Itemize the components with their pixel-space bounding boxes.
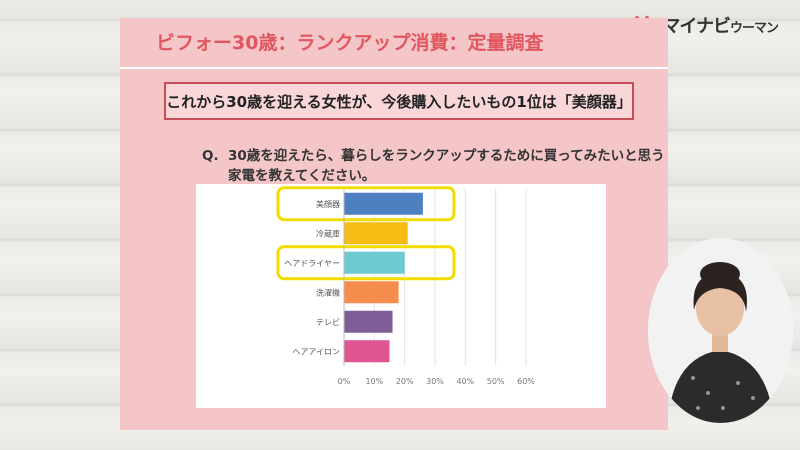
- category-label: 洗濯機: [316, 287, 340, 297]
- brand-name-main: マイナビ: [662, 16, 731, 37]
- bar: [344, 251, 405, 274]
- presenter-video: [648, 238, 793, 423]
- x-tick-label: 10%: [365, 377, 383, 386]
- bar-chart: 0% 10% 20% 30% 40% 50% 60% 美顔器冷蔵庫ヘアドライヤー洗濯機テレビヘ…: [276, 186, 535, 386]
- x-tick-label: 50%: [487, 377, 505, 386]
- question-line-1: 30歳を迎えたら、暮らしをランクアップするために買ってみたいと思う: [228, 148, 665, 164]
- x-tick-label: 40%: [456, 377, 474, 386]
- headline-text: これから30歳を迎える女性が、今後購入したいもの1位は「美顔器」: [166, 92, 632, 111]
- highlight-box: [276, 186, 456, 222]
- presentation-slide: ビフォー30歳：ランクアップ消費：定量調査 これから30歳を迎える女性が、今後購…: [120, 18, 668, 430]
- x-tick-label: 60%: [517, 377, 535, 386]
- category-label: 美顔器: [316, 199, 340, 209]
- category-label: テレビ: [316, 318, 340, 327]
- bar: [344, 281, 399, 304]
- survey-question: Q. 30歳を迎えたら、暮らしをランクアップするために買ってみたいと思う 家電を教…: [202, 146, 665, 186]
- bar: [344, 310, 393, 333]
- category-label: ヘアドライヤー: [284, 259, 340, 268]
- x-tick-label: 20%: [396, 377, 414, 386]
- headline-box: これから30歳を迎える女性が、今後購入したいもの1位は「美顔器」: [164, 82, 634, 120]
- slide-title: ビフォー30歳：ランクアップ消費：定量調査: [156, 32, 544, 54]
- brand-name: マイナビウーマン: [662, 12, 779, 38]
- presenter-silhouette: [648, 238, 793, 423]
- bar: [344, 222, 408, 245]
- highlight-box: [276, 245, 456, 281]
- title-divider: [120, 67, 668, 69]
- chart-panel: 0% 10% 20% 30% 40% 50% 60% 美顔器冷蔵庫ヘアドライヤー洗濯機テレビヘ…: [196, 184, 606, 408]
- category-label: ヘアアイロン: [292, 347, 340, 356]
- brand-logo: マイナビウーマン: [630, 12, 779, 38]
- question-mark: Q.: [202, 148, 219, 164]
- x-tick-label: 0%: [338, 377, 351, 386]
- category-label: 冷蔵庫: [316, 228, 340, 238]
- question-line-2: 家電を教えてください。: [228, 168, 376, 184]
- brand-name-sub: ウーマン: [729, 21, 779, 36]
- bar: [344, 340, 390, 363]
- bar: [344, 192, 423, 215]
- x-tick-label: 30%: [426, 377, 444, 386]
